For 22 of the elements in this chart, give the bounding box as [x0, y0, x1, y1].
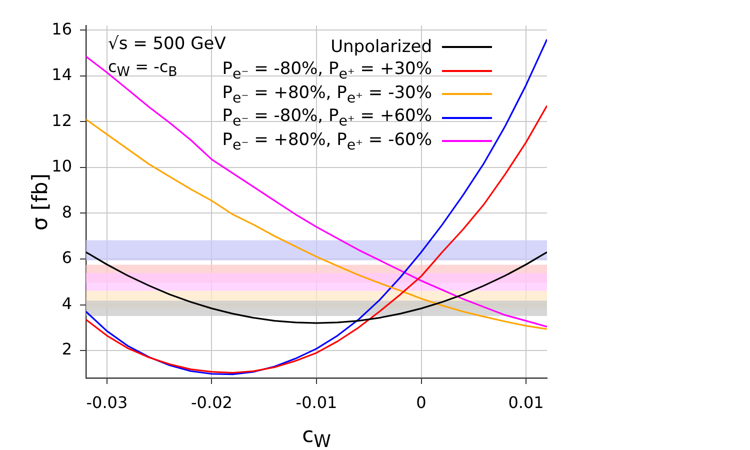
- x-tick-label: -0.01: [296, 392, 338, 412]
- y-tick-label: 6: [62, 248, 72, 268]
- x-tick-label: 0: [416, 392, 426, 412]
- legend-label: P$_{e⁻}$ = -80%, P$_{e⁺}$ = +60%: [222, 106, 432, 130]
- y-tick-label: 12: [52, 110, 72, 130]
- x-tick-label: 0.01: [508, 392, 544, 412]
- y-tick-label: 4: [62, 294, 72, 313]
- y-tick-label: 8: [62, 202, 72, 222]
- x-axis-title: c$_{W}$: [302, 423, 331, 450]
- legend-label: P$_{e⁻}$ = +80%, P$_{e⁺}$ = -60%: [222, 130, 432, 154]
- y-tick-label: 10: [52, 156, 72, 176]
- x-tick-label: -0.03: [86, 392, 128, 412]
- y-axis-title: σ [fb]: [28, 173, 52, 230]
- y-tick-label: 2: [62, 340, 72, 359]
- annotation: c$_{W}$ = -c$_{B}$: [108, 56, 178, 80]
- legend-label: P$_{e⁻}$ = -80%, P$_{e⁺}$ = +30%: [222, 59, 432, 83]
- y-tick-label: 14: [52, 65, 72, 84]
- x-tick-label: -0.02: [191, 392, 232, 412]
- y-tick-label: 16: [52, 19, 72, 38]
- legend-label: Unpolarized: [330, 37, 432, 58]
- legend-label: P$_{e⁻}$ = +80%, P$_{e⁺}$ = -30%: [222, 82, 432, 106]
- annotation: √s = 500 GeV: [108, 34, 226, 54]
